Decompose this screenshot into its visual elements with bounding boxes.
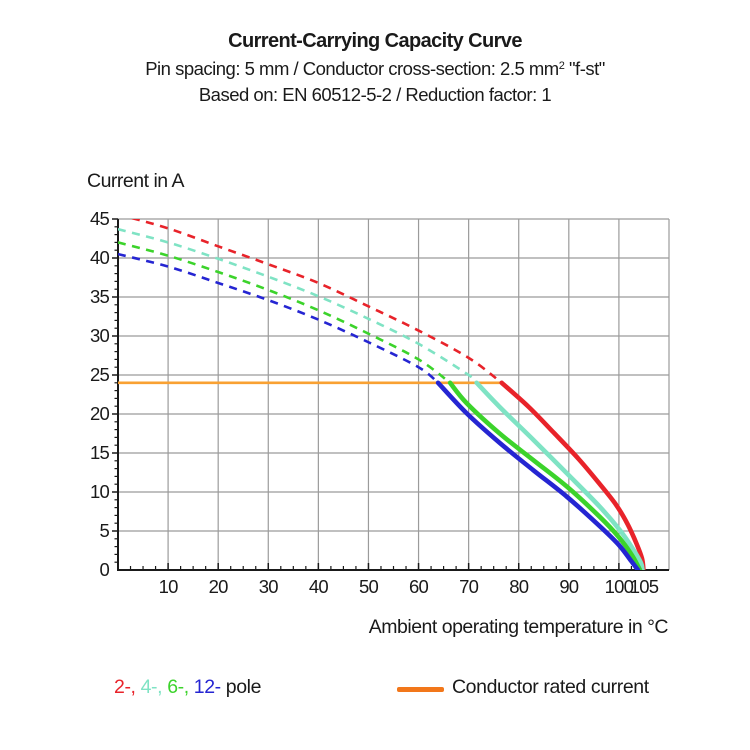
y-tick-label: 0 [99,559,110,580]
y-axis-title: Current in A [87,170,184,192]
x-tick-label: 40 [308,576,329,597]
legend-pole-6: 6-, [167,676,189,698]
y-tick-label: 45 [90,208,110,229]
legend-pole-2: 2-, [114,676,136,698]
curve-solid-2-pole [499,380,646,570]
curve-dashed-2-pole [130,219,503,384]
curve-dashed-6-pole [118,241,451,384]
x-tick-label: 105 [629,576,659,597]
x-tick-label: 10 [158,576,179,597]
x-tick-label: 20 [208,576,229,597]
x-tick-label: 80 [509,576,529,597]
x-tick-label: 50 [358,576,379,597]
chart-subtitle-line1: Pin spacing: 5 mm / Conductor cross-sect… [0,58,750,80]
y-tick-label: 25 [90,364,110,385]
legend-pole-4: 4-, [140,676,163,698]
chart-subtitle-line2: Based on: EN 60512-5-2 / Reduction facto… [198,84,552,105]
legend-pole-12: 12- [193,676,221,698]
curve-dashed-12-pole [118,252,439,384]
x-tick-label: 60 [409,576,429,597]
x-tick-label: 30 [258,576,279,597]
y-tick-label: 15 [90,442,110,463]
rated-current-swatch [397,687,444,692]
y-tick-label: 10 [90,481,110,502]
superscript-2: 2 [558,60,565,72]
x-tick-label: 90 [559,576,579,597]
subtitle1-suffix: "f-st" [564,58,605,79]
curve-solid-12-pole [435,380,641,570]
subtitle1-text: Pin spacing: 5 mm / Conductor cross-sect… [145,58,559,79]
legend-pole-suffix: pole [220,676,262,698]
x-tick-label: 70 [459,576,479,597]
y-tick-label: 35 [90,286,110,307]
curve-dashed-4-pole [118,227,478,384]
x-axis-title: Ambient operating temperature in °C [368,616,669,638]
legend-rated-current: Conductor rated current [397,676,649,699]
legend-poles: 2-, 4-, 6-, 12- pole [114,676,261,699]
y-tick-label: 40 [90,247,110,268]
y-tick-label: 30 [90,325,110,346]
rated-current-label: Conductor rated current [452,676,649,698]
chart-title: Current-Carrying Capacity Curve [228,30,522,52]
x-tick-label: 100 [604,576,634,597]
y-tick-label: 5 [99,520,110,541]
y-tick-label: 20 [90,403,110,424]
curve-solid-6-pole [447,380,643,570]
curve-solid-4-pole [474,380,645,570]
